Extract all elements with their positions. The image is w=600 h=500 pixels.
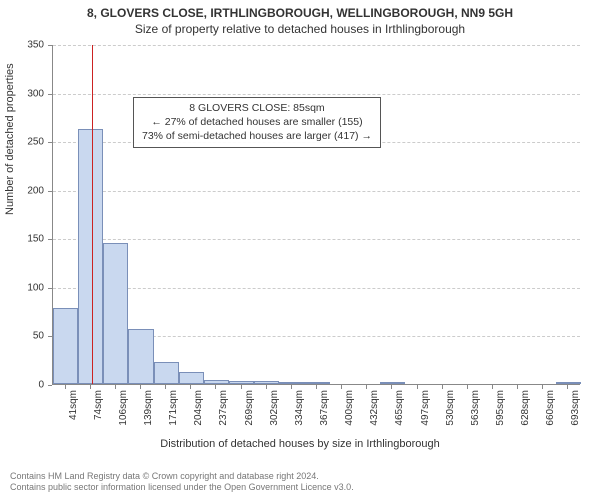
annotation-line1: 8 GLOVERS CLOSE: 85sqm <box>142 101 372 115</box>
xtick-mark <box>266 385 267 389</box>
xtick-label: 237sqm <box>218 390 229 426</box>
ytick-mark <box>48 385 52 386</box>
histogram-bar <box>179 372 204 384</box>
ytick-label: 100 <box>14 282 44 293</box>
histogram-bar <box>380 382 405 384</box>
xtick-label: 465sqm <box>394 390 405 426</box>
x-axis-label: Distribution of detached houses by size … <box>0 438 600 450</box>
plot-area: 8 GLOVERS CLOSE: 85sqm ← 27% of detached… <box>52 45 580 385</box>
xtick-mark <box>241 385 242 389</box>
xtick-mark <box>291 385 292 389</box>
histogram-bar <box>103 243 128 384</box>
ytick-label: 0 <box>14 380 44 391</box>
xtick-mark <box>417 385 418 389</box>
xtick-mark <box>442 385 443 389</box>
chart-title-line1: 8, GLOVERS CLOSE, IRTHLINGBOROUGH, WELLI… <box>0 0 600 20</box>
xtick-label: 74sqm <box>93 390 104 420</box>
xtick-label: 139sqm <box>143 390 154 426</box>
xtick-label: 334sqm <box>294 390 305 426</box>
histogram-bar <box>53 308 78 384</box>
histogram-bar <box>304 382 329 384</box>
xtick-label: 432sqm <box>369 390 380 426</box>
xtick-label: 204sqm <box>193 390 204 426</box>
xtick-label: 563sqm <box>470 390 481 426</box>
ytick-label: 250 <box>14 137 44 148</box>
xtick-label: 106sqm <box>118 390 129 426</box>
xtick-label: 41sqm <box>68 390 79 420</box>
annotation-line2: ← 27% of detached houses are smaller (15… <box>142 115 372 129</box>
footer-line1: Contains HM Land Registry data © Crown c… <box>10 471 354 483</box>
marker-line <box>92 45 93 384</box>
xtick-label: 595sqm <box>495 390 506 426</box>
xtick-mark <box>215 385 216 389</box>
xtick-label: 497sqm <box>420 390 431 426</box>
xtick-mark <box>517 385 518 389</box>
ytick-label: 350 <box>14 40 44 51</box>
chart-container: 8, GLOVERS CLOSE, IRTHLINGBOROUGH, WELLI… <box>0 0 600 500</box>
xtick-mark <box>115 385 116 389</box>
xtick-label: 530sqm <box>445 390 456 426</box>
histogram-bar <box>128 329 153 384</box>
xtick-label: 660sqm <box>545 390 556 426</box>
footer-line2: Contains public sector information licen… <box>10 482 354 494</box>
xtick-label: 400sqm <box>344 390 355 426</box>
xtick-label: 628sqm <box>520 390 531 426</box>
xtick-label: 693sqm <box>570 390 581 426</box>
ytick-label: 150 <box>14 234 44 245</box>
xtick-mark <box>140 385 141 389</box>
xtick-mark <box>467 385 468 389</box>
xtick-mark <box>316 385 317 389</box>
histogram-bar <box>556 382 581 384</box>
xtick-label: 367sqm <box>319 390 330 426</box>
annotation-line3: 73% of semi-detached houses are larger (… <box>142 129 372 143</box>
xtick-mark <box>366 385 367 389</box>
gridline <box>53 191 580 192</box>
xtick-mark <box>65 385 66 389</box>
xtick-mark <box>492 385 493 389</box>
xtick-mark <box>90 385 91 389</box>
xtick-mark <box>391 385 392 389</box>
xtick-mark <box>341 385 342 389</box>
xtick-label: 269sqm <box>244 390 255 426</box>
ytick-label: 50 <box>14 331 44 342</box>
chart-title-line2: Size of property relative to detached ho… <box>0 20 600 36</box>
histogram-bar <box>154 362 179 384</box>
histogram-bar <box>204 380 229 384</box>
xtick-mark <box>542 385 543 389</box>
xtick-label: 171sqm <box>168 390 179 426</box>
gridline <box>53 94 580 95</box>
histogram-bar <box>279 382 304 384</box>
ytick-label: 300 <box>14 88 44 99</box>
gridline <box>53 239 580 240</box>
footer-text: Contains HM Land Registry data © Crown c… <box>10 471 354 494</box>
annotation-box: 8 GLOVERS CLOSE: 85sqm ← 27% of detached… <box>133 97 381 148</box>
histogram-bar <box>229 381 254 384</box>
gridline <box>53 288 580 289</box>
xtick-mark <box>165 385 166 389</box>
gridline <box>53 45 580 46</box>
xtick-mark <box>567 385 568 389</box>
histogram-bar <box>254 381 279 384</box>
xtick-label: 302sqm <box>269 390 280 426</box>
xtick-mark <box>190 385 191 389</box>
ytick-label: 200 <box>14 185 44 196</box>
